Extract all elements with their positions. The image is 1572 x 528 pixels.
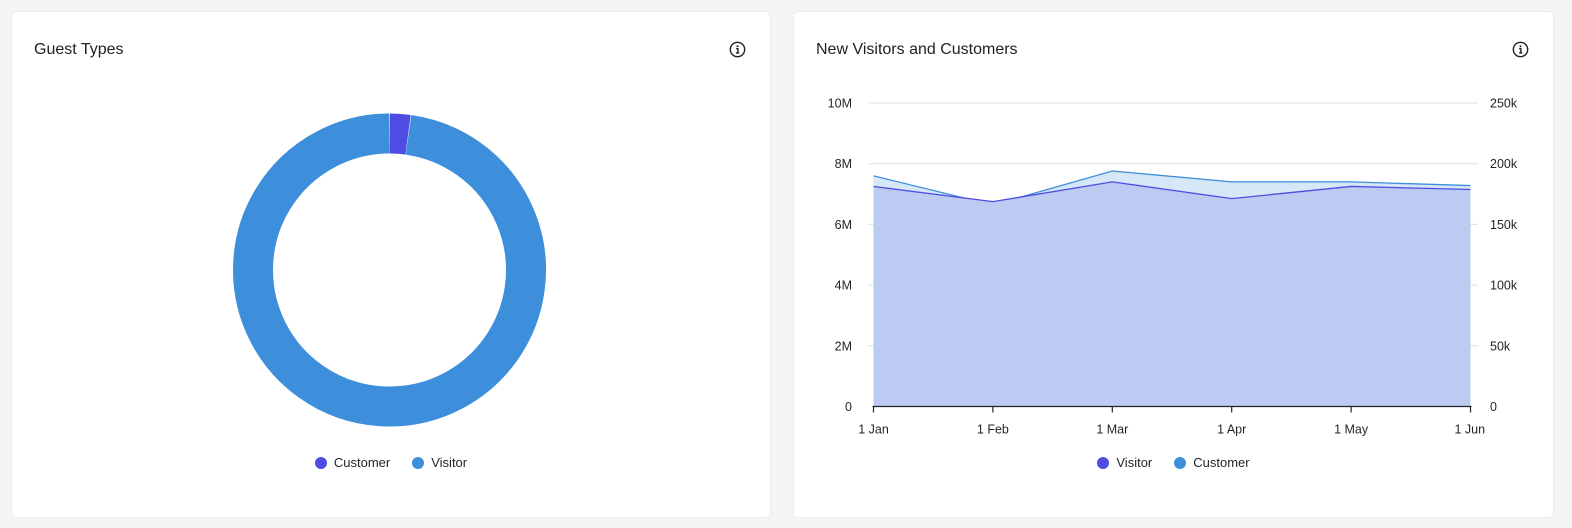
y-right-tick-label: 200k [1490,157,1518,171]
guest-types-title: Guest Types [34,41,124,58]
legend-item-customer[interactable]: Customer [314,455,391,470]
area-fill-visitor [873,181,1471,407]
y-right-tick-label: 50k [1490,339,1511,353]
new-visitors-customers-title: New Visitors and Customers [816,41,1018,58]
series-line-visitor[interactable] [873,181,1471,203]
x-tick-label: 1 Mar [1096,423,1128,437]
y-right-tick-label: 100k [1490,279,1518,293]
legend-swatch-visitor [1097,456,1110,469]
y-right-tick-label: 150k [1490,218,1518,232]
legend-label: Visitor [431,455,468,470]
area-legend: Visitor Customer [794,455,1553,470]
legend-label: Customer [1193,455,1250,470]
y-left-tick-label: 6M [835,218,852,232]
x-tick-label: 1 Jun [1455,423,1486,437]
y-left-tick-label: 4M [835,279,852,293]
legend-item-visitor[interactable]: Visitor [412,455,467,470]
y-left-tick-label: 2M [835,339,852,353]
info-circle-icon[interactable] [729,41,746,58]
legend-item-visitor[interactable]: Visitor [1097,455,1152,470]
legend-swatch-customer [314,456,327,469]
x-tick-label: 1 Jan [858,423,889,437]
legend-label: Customer [333,455,391,470]
legend-item-customer[interactable]: Customer [1174,455,1250,470]
legend-swatch-customer [1174,456,1187,469]
x-tick-label: 1 Feb [977,423,1009,437]
guest-types-card: Guest Types Customer Visitor [12,12,770,517]
donut-legend: Customer Visitor [12,455,770,470]
y-left-tick-label: 0 [845,400,852,414]
legend-swatch-visitor [412,456,425,469]
y-left-tick-label: 10M [828,97,852,111]
donut-slice-visitor[interactable] [233,113,546,427]
x-tick-label: 1 May [1334,423,1369,437]
info-circle-icon[interactable] [1512,41,1529,58]
donut-slice-customer[interactable] [389,113,411,155]
x-tick-label: 1 Apr [1217,423,1246,437]
legend-label: Visitor [1116,455,1153,470]
donut-chart [233,113,546,427]
y-right-tick-label: 0 [1490,400,1497,414]
y-right-tick-label: 250k [1490,97,1518,111]
new-visitors-customers-card: New Visitors and Customers 0 0 2M 50k 4M 100k… [794,12,1553,517]
area-chart: 0 0 2M 50k 4M 100k 6M 150k 8M 200k 10M 250k 1 Jan 1 F… [828,97,1518,437]
y-left-tick-label: 8M [835,157,852,171]
